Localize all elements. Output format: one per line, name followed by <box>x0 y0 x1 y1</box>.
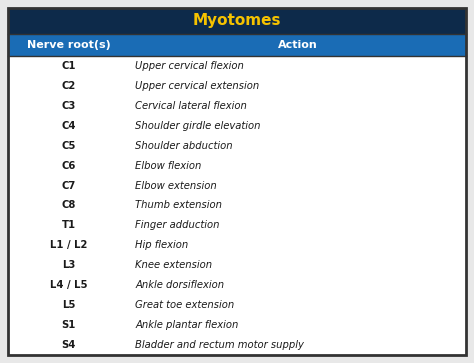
Bar <box>8 255 466 275</box>
Bar <box>8 176 466 196</box>
Text: Finger adduction: Finger adduction <box>136 220 220 231</box>
Text: C1: C1 <box>62 61 76 71</box>
Text: L3: L3 <box>62 260 75 270</box>
Bar <box>8 96 466 116</box>
Text: Thumb extension: Thumb extension <box>136 200 222 211</box>
Text: Nerve root(s): Nerve root(s) <box>27 40 110 50</box>
Text: C6: C6 <box>62 161 76 171</box>
Text: C5: C5 <box>62 141 76 151</box>
Bar <box>8 76 466 96</box>
Bar <box>8 116 466 136</box>
Bar <box>8 136 466 156</box>
Bar <box>8 335 466 355</box>
Text: Great toe extension: Great toe extension <box>136 300 235 310</box>
Bar <box>8 156 466 176</box>
Bar <box>8 315 466 335</box>
Bar <box>8 8 466 34</box>
Text: Upper cervical extension: Upper cervical extension <box>136 81 260 91</box>
Text: Ankle dorsiflexion: Ankle dorsiflexion <box>136 280 225 290</box>
Text: S1: S1 <box>62 320 76 330</box>
Text: L5: L5 <box>62 300 75 310</box>
Bar <box>8 216 466 235</box>
Text: Hip flexion: Hip flexion <box>136 240 189 250</box>
Text: C3: C3 <box>62 101 76 111</box>
Text: Shoulder girdle elevation: Shoulder girdle elevation <box>136 121 261 131</box>
Text: Action: Action <box>278 40 318 50</box>
Bar <box>8 34 466 56</box>
Bar <box>8 56 466 76</box>
Text: C4: C4 <box>62 121 76 131</box>
Text: L1 / L2: L1 / L2 <box>50 240 87 250</box>
Text: Bladder and rectum motor supply: Bladder and rectum motor supply <box>136 340 304 350</box>
Bar <box>8 196 466 216</box>
Text: Shoulder abduction: Shoulder abduction <box>136 141 233 151</box>
Text: C7: C7 <box>62 180 76 191</box>
Text: S4: S4 <box>62 340 76 350</box>
Bar <box>8 275 466 295</box>
Text: T1: T1 <box>62 220 76 231</box>
Bar <box>8 235 466 255</box>
Text: Knee extension: Knee extension <box>136 260 212 270</box>
Text: L4 / L5: L4 / L5 <box>50 280 87 290</box>
Text: Cervical lateral flexion: Cervical lateral flexion <box>136 101 247 111</box>
Bar <box>8 295 466 315</box>
Text: Myotomes: Myotomes <box>193 13 281 29</box>
Text: Upper cervical flexion: Upper cervical flexion <box>136 61 244 71</box>
Text: C8: C8 <box>62 200 76 211</box>
Text: Ankle plantar flexion: Ankle plantar flexion <box>136 320 239 330</box>
Text: Elbow flexion: Elbow flexion <box>136 161 202 171</box>
Text: Elbow extension: Elbow extension <box>136 180 217 191</box>
Text: C2: C2 <box>62 81 76 91</box>
